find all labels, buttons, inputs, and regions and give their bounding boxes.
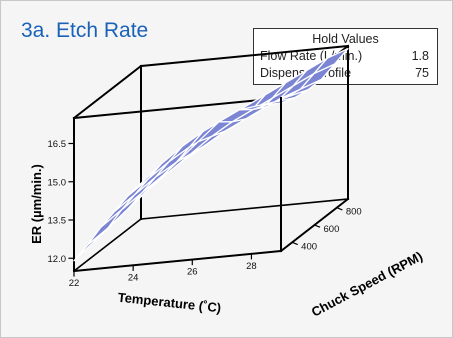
z-tick-label: 15.0 <box>48 177 67 188</box>
y-tick <box>336 206 343 211</box>
back-bottom-edge <box>140 198 349 220</box>
x-axis-label: Temperature (˚C) <box>117 290 222 316</box>
back-top-edge <box>139 44 350 68</box>
surface-cell <box>313 47 349 75</box>
y-tick <box>291 241 298 246</box>
z-axis-label: ER (µm/min.) <box>29 164 44 244</box>
hold-value: 75 <box>415 66 429 80</box>
front-top-edge <box>72 96 283 120</box>
chart-title: 3a. Etch Rate <box>21 19 149 42</box>
x-tick-label: 24 <box>128 272 139 283</box>
y-tick <box>313 224 321 228</box>
z-tick-label: 13.5 <box>48 216 67 227</box>
hold-values-title: Hold Values <box>312 32 379 46</box>
y-tick-label: 600 <box>324 224 340 235</box>
y-axis-label: Chuck Speed (RPM) <box>309 248 425 319</box>
y-tick-label: 400 <box>301 241 317 252</box>
left-floor-edge <box>72 217 143 273</box>
hold-value: 1.8 <box>411 49 429 63</box>
tick-labels: 12.0 13.5 15.0 16.5 22 24 26 28 400 600 800 <box>48 139 362 289</box>
surface-cell <box>86 209 123 246</box>
z-tick-label: 16.5 <box>48 139 67 150</box>
surface-cell <box>259 97 296 106</box>
x-tick-label: 26 <box>187 267 198 278</box>
left-top-edge <box>72 64 143 120</box>
z-tick-label: 12.0 <box>48 254 67 265</box>
y-tick-label: 800 <box>346 207 362 218</box>
x-tick-label: 22 <box>69 278 80 289</box>
surface-cell <box>154 146 191 178</box>
surface-mesh <box>73 47 349 262</box>
x-axis-edge <box>72 249 283 273</box>
x-tick-label: 28 <box>246 261 257 272</box>
